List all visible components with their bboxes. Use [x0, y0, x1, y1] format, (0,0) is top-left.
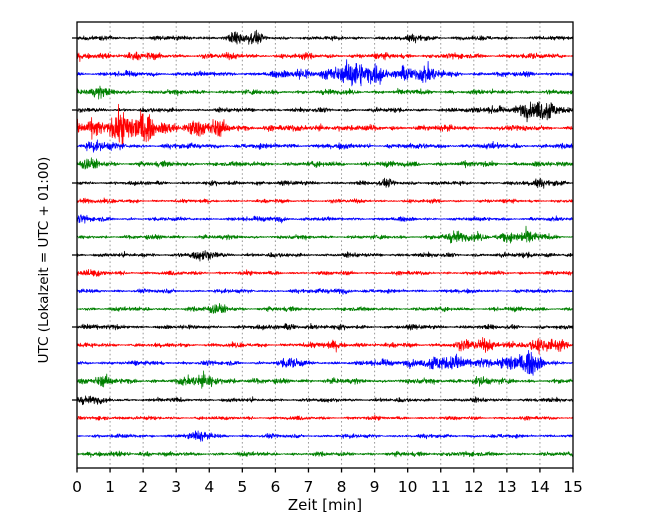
x-tick-label: 2 — [138, 478, 149, 496]
x-tick-label: 12 — [463, 478, 484, 496]
x-tick-label: 3 — [171, 478, 182, 496]
x-tick-label: 7 — [303, 478, 314, 496]
x-axis-label: Zeit [min] — [287, 496, 363, 514]
tick-marks — [72, 37, 574, 473]
axes-frame — [76, 21, 574, 469]
x-axis-tick-labels: 0 1 2 3 4 5 6 7 8 9 10 11 12 13 14 15 — [0, 472, 650, 498]
x-tick-label: 4 — [204, 478, 215, 496]
trace-group — [76, 29, 574, 458]
x-tick-label: 6 — [270, 478, 281, 496]
x-tick-label: 13 — [496, 478, 517, 496]
x-tick-label: 8 — [336, 478, 347, 496]
x-tick-label: 1 — [105, 478, 115, 496]
x-tick-label: 5 — [237, 478, 248, 496]
x-tick-label: 14 — [530, 478, 550, 496]
x-tick-label: 11 — [430, 478, 451, 496]
x-tick-label: 15 — [563, 478, 583, 496]
x-tick-label: 10 — [397, 478, 418, 496]
x-tick-label: 9 — [369, 478, 380, 496]
x-tick-label: 0 — [72, 478, 82, 496]
